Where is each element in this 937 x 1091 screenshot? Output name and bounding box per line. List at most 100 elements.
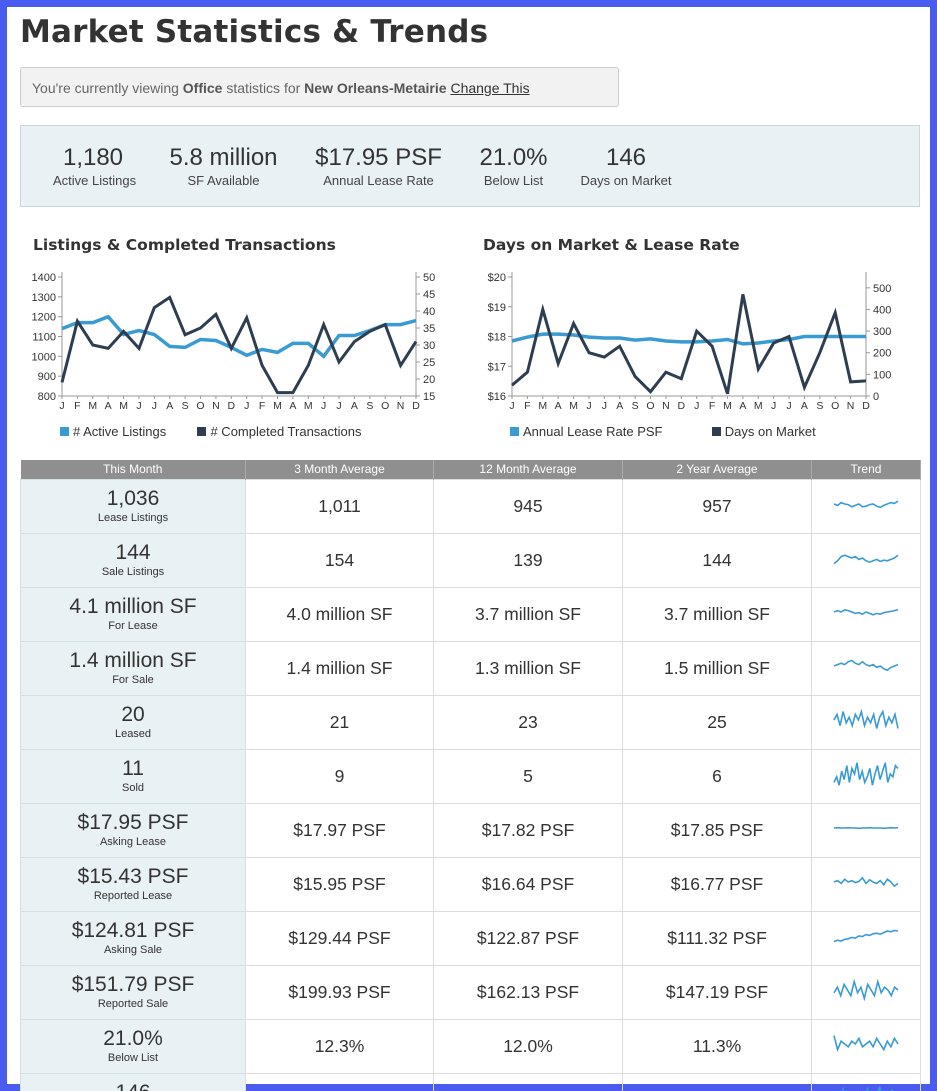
avg-3-month-cell: $17.97 PSF: [245, 802, 434, 858]
summary-sf-available: 5.8 million SF Available: [166, 143, 281, 189]
this-month-value: $17.95 PSF: [77, 811, 189, 834]
avg-3-month-cell: 1.4 million SF: [245, 640, 434, 696]
summary-value: 5.8 million: [169, 144, 278, 171]
statistics-table: This Month 3 Month Average 12 Month Aver…: [20, 460, 921, 1091]
x-tick-label: S: [366, 400, 373, 412]
x-tick-label: D: [862, 400, 870, 412]
y-tick-label-right: 20: [423, 374, 435, 386]
x-tick-label: J: [786, 400, 791, 412]
x-tick-label: A: [801, 400, 808, 412]
trend-line: [833, 608, 899, 616]
this-month-cell: $151.79 PSF Reported Sale: [20, 964, 246, 1020]
summary-value: $17.95 PSF: [315, 144, 442, 171]
avg-12-month-cell: $122.87 PSF: [433, 910, 623, 966]
metric-label: Asking Lease: [99, 836, 167, 848]
y-tick-label-left: 1000: [32, 351, 56, 363]
summary-panel: 1,180 Active Listings 5.8 million SF Ava…: [20, 125, 920, 207]
avg-2-year-cell: $16.77 PSF: [622, 856, 812, 912]
this-month-cell: 21.0% Below List: [20, 1018, 246, 1074]
y-tick-label-left: $19: [488, 302, 506, 314]
table-header-row: This Month 3 Month Average 12 Month Aver…: [20, 460, 921, 479]
x-tick-label: D: [412, 400, 420, 412]
chart-legend-days-lease: Annual Lease Rate PSF Days on Market: [510, 424, 816, 439]
y-tick-label-right: 35: [423, 323, 435, 335]
table-row: 1.4 million SF For Sale 1.4 million SF 1.3 …: [20, 640, 921, 696]
table-row: $124.81 PSF Asking Sale $129.44 PSF $122.87…: [20, 910, 921, 966]
x-tick-label: J: [321, 400, 326, 412]
avg-3-month-cell: $129.44 PSF: [245, 910, 434, 966]
avg-12-month-cell: 284: [433, 1072, 623, 1091]
avg-2-year-cell: 1.5 million SF: [622, 640, 812, 696]
x-tick-label: D: [678, 400, 686, 412]
y-tick-label-left: $18: [488, 332, 506, 344]
table-row: 1,036 Lease Listings 1,011 945 957: [20, 478, 921, 534]
page-title: Market Statistics & Trends: [20, 14, 489, 50]
y-tick-label-left: $16: [488, 391, 506, 403]
avg-2-year-cell: $111.32 PSF: [622, 910, 812, 966]
this-month-cell: 20 Leased: [20, 694, 246, 750]
avg-12-month-cell: 23: [433, 694, 623, 750]
x-tick-label: J: [509, 400, 514, 412]
trend-line: [833, 708, 899, 729]
summary-below-list: 21.0% Below List: [476, 143, 551, 189]
avg-3-month-cell: 21: [245, 694, 434, 750]
x-tick-label: O: [381, 400, 389, 412]
avg-3-month-cell: 12.3%: [245, 1018, 434, 1074]
table-row: $151.79 PSF Reported Sale $199.93 PSF $162.…: [20, 964, 921, 1020]
chart-legend-listings: # Active Listings # Completed Transactio…: [60, 424, 362, 439]
summary-value: 21.0%: [479, 144, 548, 171]
trend-cell: [811, 856, 921, 912]
trend-cell: [811, 640, 921, 696]
metric-label: Reported Lease: [93, 890, 173, 902]
series-line-secondary: [60, 295, 418, 395]
x-tick-label: A: [555, 400, 562, 412]
metric-label: For Lease: [108, 620, 158, 632]
this-month-value: $124.81 PSF: [71, 919, 195, 942]
y-tick-label-left: $20: [488, 272, 506, 284]
trend-sparkline: [833, 708, 899, 729]
y-tick-label-right: 45: [423, 289, 435, 301]
metric-label: Sold: [121, 782, 145, 794]
trend-cell: [811, 802, 921, 858]
trend-sparkline: [833, 500, 899, 508]
x-tick-label: M: [538, 400, 547, 412]
x-tick-label: J: [694, 400, 699, 412]
trend-line: [833, 762, 899, 785]
y-tick-label-right: 40: [423, 306, 435, 318]
x-tick-label: O: [831, 400, 839, 412]
trend-cell: [811, 748, 921, 804]
x-tick-label: S: [182, 400, 189, 412]
summary-lease-rate: $17.95 PSF Annual Lease Rate: [311, 143, 446, 189]
table-row: $15.43 PSF Reported Lease $15.95 PSF $16.64…: [20, 856, 921, 912]
header-12-month-average: 12 Month Average: [433, 460, 623, 479]
trend-sparkline: [833, 1034, 899, 1052]
avg-3-month-cell: 9: [245, 748, 434, 804]
x-tick-label: M: [88, 400, 97, 412]
avg-3-month-cell: 1,011: [245, 478, 434, 534]
x-tick-label: J: [336, 400, 341, 412]
chart-title-listings: Listings & Completed Transactions: [33, 236, 336, 254]
trend-sparkline: [833, 929, 899, 942]
x-tick-label: J: [136, 400, 141, 412]
x-tick-label: J: [152, 400, 157, 412]
x-tick-label: J: [602, 400, 607, 412]
series-line-secondary: [511, 293, 867, 395]
property-type: Office: [182, 80, 223, 96]
trend-cell: [811, 964, 921, 1020]
summary-active-listings: 1,180 Active Listings: [53, 143, 136, 189]
table-row: 11 Sold 9 5 6: [20, 748, 921, 804]
trend-sparkline: [833, 553, 899, 564]
x-tick-label: N: [662, 400, 670, 412]
x-tick-label: J: [586, 400, 591, 412]
context-middle: statistics for: [222, 80, 305, 96]
avg-2-year-cell: 25: [622, 694, 812, 750]
x-tick-label: A: [105, 400, 112, 412]
this-month-cell: $17.95 PSF Asking Lease: [20, 802, 246, 858]
change-market-link[interactable]: Change This: [450, 80, 530, 96]
market-name: New Orleans-Metairie: [304, 80, 447, 96]
this-month-value: 1,036: [106, 487, 160, 510]
legend-swatch-lease-rate: [510, 427, 519, 436]
trend-line: [836, 1086, 894, 1091]
